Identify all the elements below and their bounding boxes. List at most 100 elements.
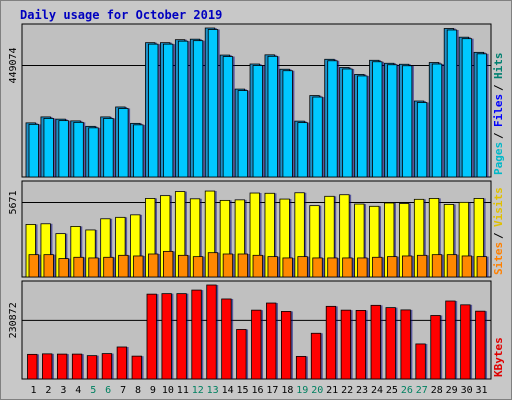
bar-kbytes-kbytes-11 (176, 293, 187, 380)
x-tick-label-11: 11 (177, 385, 189, 396)
x-tick-label-1: 1 (30, 385, 36, 396)
bar-visits-sites-sites-18 (282, 257, 293, 278)
bar-kbytes-kbytes-22 (340, 309, 352, 380)
bar-visits-sites-sites-27 (416, 254, 428, 278)
bar-hits-files-pages-files-16 (252, 65, 263, 178)
bar-visits-sites-sites-10 (163, 250, 174, 278)
bar-visits-sites-sites-14 (222, 253, 234, 278)
bar-visits-sites-sites-21 (327, 257, 338, 278)
bar-kbytes-kbytes-7 (116, 346, 128, 380)
bar-visits-sites-sites-20 (312, 257, 323, 278)
bar-kbytes-kbytes-13 (206, 284, 217, 380)
x-tick-label-5: 5 (90, 385, 96, 396)
bar-hits-files-pages-files-18 (282, 70, 293, 178)
bar-visits-sites-sites-23 (357, 257, 368, 278)
x-tick-label-3: 3 (60, 385, 66, 396)
bar-visits-sites-sites-30 (461, 255, 473, 278)
x-tick-label-26: 26 (401, 385, 413, 396)
bar-hits-files-pages-files-31 (476, 53, 487, 178)
legend-hits: Hits (492, 53, 505, 80)
bar-kbytes-kbytes-4 (71, 353, 83, 380)
bar-kbytes-kbytes-9 (146, 293, 157, 380)
legend-files: Files (492, 94, 505, 127)
bar-hits-files-pages-files-22 (342, 68, 353, 178)
bar-visits-sites-sites-7 (118, 254, 129, 278)
bar-visits-sites-sites-29 (446, 254, 458, 278)
bar-kbytes-kbytes-2 (42, 353, 53, 380)
bar-visits-sites-sites-24 (372, 256, 383, 278)
bar-visits-sites-sites-6 (103, 256, 114, 278)
bar-visits-sites-sites-3 (58, 258, 69, 278)
bar-kbytes-kbytes-21 (325, 305, 337, 380)
x-tick-label-31: 31 (476, 385, 488, 396)
x-tick-label-30: 30 (461, 385, 473, 396)
bar-kbytes-kbytes-24 (370, 304, 381, 380)
bar-visits-sites-sites-22 (342, 257, 353, 278)
y-axis-label-kbytes: 230872 (8, 302, 19, 338)
x-tick-label-17: 17 (266, 385, 278, 396)
bar-visits-sites-sites-26 (401, 255, 413, 278)
x-tick-label-24: 24 (371, 385, 383, 396)
bar-hits-files-pages-files-25 (387, 64, 398, 178)
x-tick-label-6: 6 (105, 385, 111, 396)
bar-visits-sites-sites-11 (177, 254, 189, 278)
x-tick-label-27: 27 (416, 385, 428, 396)
x-tick-label-18: 18 (281, 385, 293, 396)
bar-hits-files-pages-files-14 (222, 56, 234, 178)
x-tick-label-23: 23 (356, 385, 368, 396)
x-tick-label-8: 8 (135, 385, 141, 396)
x-tick-label-7: 7 (120, 385, 126, 396)
bar-kbytes-kbytes-23 (355, 310, 366, 380)
bar-kbytes-kbytes-17 (266, 302, 277, 380)
x-tick-label-16: 16 (251, 385, 263, 396)
x-tick-label-12: 12 (192, 385, 204, 396)
bar-hits-files-pages-files-20 (312, 96, 323, 178)
bar-hits-files-pages-files-15 (237, 90, 248, 178)
bar-kbytes-kbytes-18 (281, 311, 292, 380)
bar-hits-files-pages-files-4 (73, 121, 84, 178)
x-tick-label-19: 19 (296, 385, 308, 396)
bar-kbytes-kbytes-19 (295, 355, 307, 380)
x-tick-label-4: 4 (75, 385, 81, 396)
bar-kbytes-kbytes-10 (161, 293, 172, 380)
y-axis-label-hits-files-pages: 449074 (8, 47, 19, 83)
x-tick-label-25: 25 (386, 385, 398, 396)
bar-hits-files-pages-files-6 (103, 117, 114, 178)
bar-visits-sites-sites-12 (192, 256, 204, 278)
x-tick-label-15: 15 (237, 385, 249, 396)
bar-hits-files-pages-files-2 (43, 117, 54, 178)
bar-visits-sites-sites-8 (133, 255, 144, 278)
bar-visits-sites-sites-13 (207, 252, 219, 278)
bar-kbytes-kbytes-31 (475, 310, 486, 380)
bar-kbytes-kbytes-29 (445, 300, 456, 380)
bar-kbytes-kbytes-12 (191, 289, 202, 380)
legend-kbytes: KBytes (492, 337, 505, 377)
bar-kbytes-kbytes-26 (400, 309, 411, 380)
bar-hits-files-pages-files-12 (192, 40, 204, 178)
bar-hits-files-pages-files-19 (297, 122, 308, 178)
bar-hits-files-pages-files-29 (446, 29, 458, 178)
bar-visits-sites-sites-4 (73, 256, 84, 278)
bar-kbytes-kbytes-8 (131, 355, 142, 380)
bar-hits-files-pages-files-26 (401, 65, 413, 178)
x-tick-label-2: 2 (45, 385, 51, 396)
bar-hits-files-pages-files-7 (118, 108, 129, 178)
bar-kbytes-kbytes-20 (310, 332, 322, 380)
bar-hits-files-pages-files-3 (58, 120, 69, 178)
bar-kbytes-kbytes-5 (86, 355, 98, 380)
bar-kbytes-kbytes-28 (430, 315, 441, 380)
x-tick-label-29: 29 (446, 385, 458, 396)
legend-separator: / (492, 132, 505, 139)
x-tick-label-14: 14 (222, 385, 234, 396)
bar-visits-sites-sites-28 (431, 254, 443, 278)
bar-hits-files-pages-files-30 (461, 38, 473, 178)
bar-hits-files-pages-files-17 (267, 55, 278, 178)
legend-separator: / (492, 232, 505, 239)
bar-kbytes-kbytes-6 (101, 353, 113, 380)
bar-hits-files-pages-files-27 (416, 102, 428, 178)
x-tick-label-13: 13 (207, 385, 219, 396)
chart-title: Daily usage for October 2019 (20, 8, 222, 22)
x-tick-label-10: 10 (162, 385, 174, 396)
bar-kbytes-kbytes-30 (460, 304, 471, 380)
bar-visits-sites-sites-16 (252, 254, 263, 278)
